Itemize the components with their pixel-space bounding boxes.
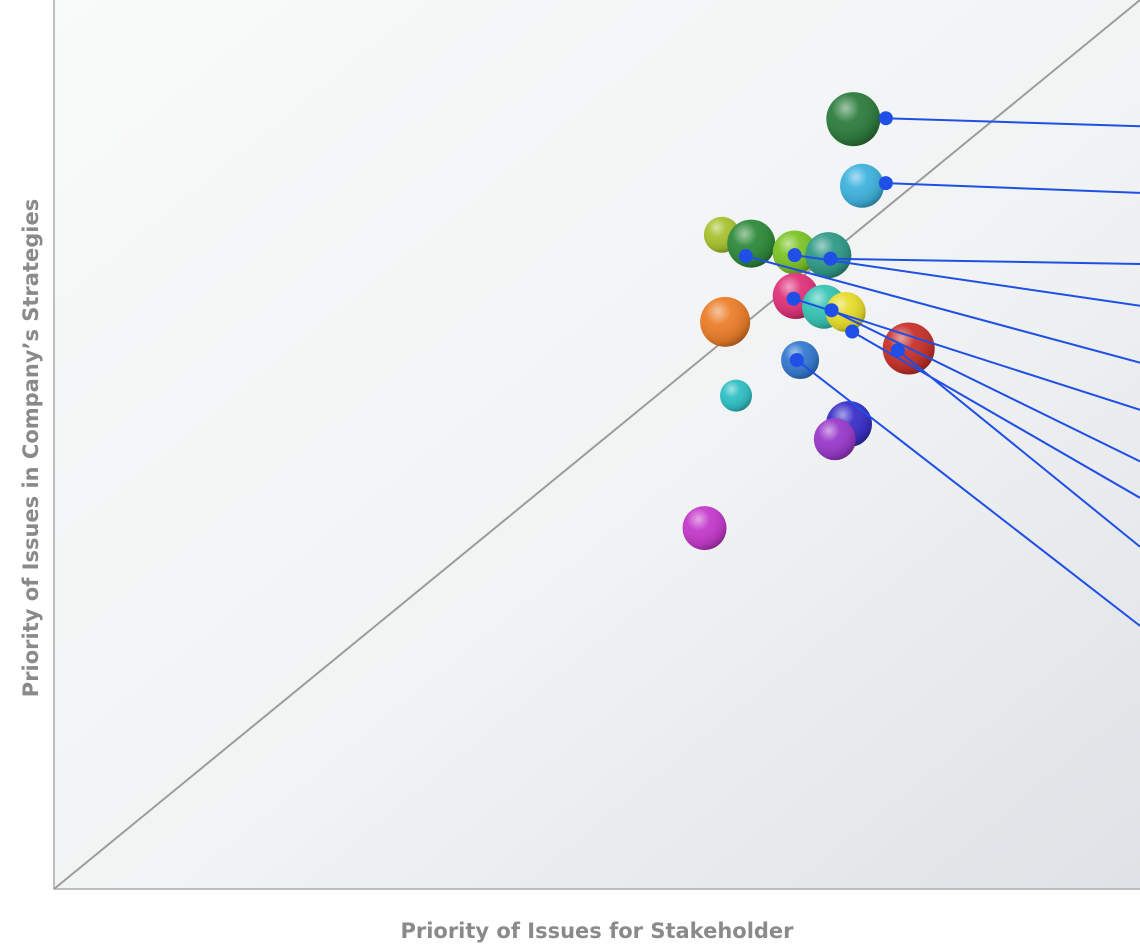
callout-line	[851, 330, 1140, 499]
callout-line	[897, 349, 1140, 548]
callout-line	[745, 255, 1140, 364]
data-point	[813, 418, 856, 461]
callout-dot	[878, 111, 893, 126]
callout-dot	[789, 353, 804, 368]
y-axis-label: Priority of Issues in Company’s Strategi…	[19, 199, 43, 697]
callout-dot	[824, 303, 839, 318]
data-point	[839, 163, 884, 208]
data-point	[720, 379, 753, 412]
callout-line	[885, 117, 1140, 128]
callout-dot	[845, 324, 860, 339]
callout-line	[885, 182, 1140, 194]
callout-line	[830, 257, 1140, 266]
callout-dot	[738, 249, 753, 264]
callout-line	[796, 359, 1140, 627]
callout-dot	[787, 248, 802, 263]
data-point	[700, 296, 751, 347]
x-axis-label: Priority of Issues for Stakeholder	[400, 919, 794, 943]
callout-lines	[738, 111, 1140, 627]
callout-dot	[786, 291, 801, 306]
data-point	[682, 506, 727, 551]
callout-dot	[878, 176, 893, 191]
callout-line	[831, 309, 1140, 463]
callout-line	[793, 297, 1140, 411]
diagonal-reference-line	[53, 0, 1140, 890]
data-point	[826, 92, 881, 147]
callout-dot	[890, 343, 905, 358]
callout-dot	[823, 251, 838, 266]
callout-line	[794, 254, 1140, 307]
